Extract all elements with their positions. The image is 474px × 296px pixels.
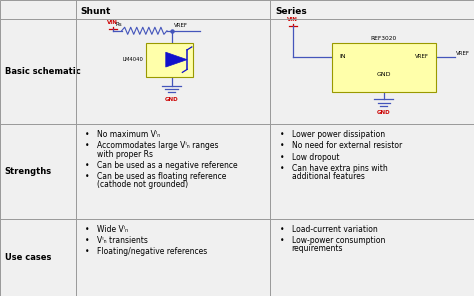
Text: •: • xyxy=(85,247,90,256)
Text: Lower power dissipation: Lower power dissipation xyxy=(292,130,384,139)
Text: •: • xyxy=(280,141,284,150)
Bar xyxy=(332,43,436,92)
Text: •: • xyxy=(85,161,90,170)
Text: Strengths: Strengths xyxy=(5,167,52,176)
Text: requirements: requirements xyxy=(292,244,343,253)
Text: •: • xyxy=(85,236,90,245)
Text: •: • xyxy=(85,130,90,139)
Text: additional features: additional features xyxy=(292,172,365,181)
Text: Can be used as a negative reference: Can be used as a negative reference xyxy=(97,161,238,170)
Text: •: • xyxy=(280,225,284,234)
Text: Basic schematic: Basic schematic xyxy=(5,67,81,76)
Text: REF3020: REF3020 xyxy=(371,36,397,41)
Text: Use cases: Use cases xyxy=(5,253,51,262)
Text: Wide Vᴵₙ: Wide Vᴵₙ xyxy=(97,225,128,234)
Text: GND: GND xyxy=(377,110,391,115)
Text: VREF: VREF xyxy=(174,23,188,28)
Text: •: • xyxy=(85,172,90,181)
Text: (cathode not grounded): (cathode not grounded) xyxy=(97,180,188,189)
Text: Shunt: Shunt xyxy=(81,7,111,16)
Text: Accommodates large Vᴵₙ ranges: Accommodates large Vᴵₙ ranges xyxy=(97,141,219,150)
Bar xyxy=(146,43,193,77)
Text: VIN: VIN xyxy=(107,20,118,25)
Text: No need for external resistor: No need for external resistor xyxy=(292,141,402,150)
Text: •: • xyxy=(85,225,90,234)
Text: VREF: VREF xyxy=(415,54,429,59)
Text: •: • xyxy=(280,236,284,245)
Text: Can be used as floating reference: Can be used as floating reference xyxy=(97,172,227,181)
Text: with proper Rs: with proper Rs xyxy=(97,149,153,159)
Text: Series: Series xyxy=(275,7,307,16)
Text: •: • xyxy=(280,164,284,173)
Text: LM4040: LM4040 xyxy=(122,57,143,62)
Text: VREF: VREF xyxy=(456,51,470,56)
Text: IN: IN xyxy=(339,54,346,59)
Polygon shape xyxy=(166,52,187,67)
Text: •: • xyxy=(280,130,284,139)
Text: Load-current variation: Load-current variation xyxy=(292,225,377,234)
Text: Low-power consumption: Low-power consumption xyxy=(292,236,385,245)
Text: Rs: Rs xyxy=(115,22,122,27)
Text: GND: GND xyxy=(377,72,391,77)
Text: Floating/negative references: Floating/negative references xyxy=(97,247,208,256)
Text: VIN: VIN xyxy=(287,17,298,22)
Text: No maximum Vᴵₙ: No maximum Vᴵₙ xyxy=(97,130,160,139)
Text: GND: GND xyxy=(165,97,179,102)
Text: Vᴵₙ transients: Vᴵₙ transients xyxy=(97,236,148,245)
Text: Low dropout: Low dropout xyxy=(292,153,339,162)
Text: •: • xyxy=(85,141,90,150)
Text: •: • xyxy=(280,153,284,162)
Text: Can have extra pins with: Can have extra pins with xyxy=(292,164,387,173)
